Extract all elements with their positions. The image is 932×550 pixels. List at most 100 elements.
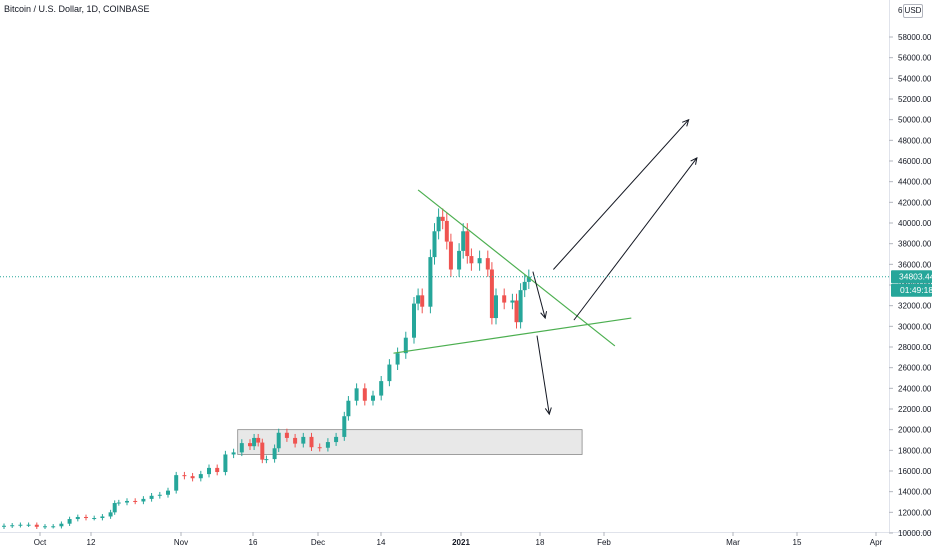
price-tick-label: 10000.00 [898,529,932,538]
price-tick-label: 24000.00 [898,384,932,393]
candle [108,509,113,519]
time-tick-label: Feb [597,538,611,547]
time-tick-label: 16 [249,538,258,547]
candle [272,444,277,463]
price-tick-label: 36000.00 [898,260,932,269]
candle [416,288,421,311]
candle [325,438,330,452]
candle [436,208,441,240]
candle [2,523,6,529]
candle [141,496,146,505]
price-tick-label: 28000.00 [898,343,932,352]
candle [502,288,507,310]
price-tick-label: 54000.00 [898,74,932,83]
candle [59,521,64,529]
candle [457,243,462,277]
time-tick-label: 2021 [452,538,470,547]
trendline-lower [393,317,632,354]
price-tick-label: 48000.00 [898,136,932,145]
time-tick-label: 18 [536,538,545,547]
candle [387,359,392,387]
candle [133,498,138,505]
projection-arrows [532,118,698,416]
candle [18,522,23,528]
trendlines [393,189,632,354]
candle [444,212,449,250]
candle [362,383,367,406]
candle [100,514,105,521]
price-tick-label: 32000.00 [898,302,932,311]
candle [465,223,470,264]
price-tick-label: 26000.00 [898,364,932,373]
candle [485,250,490,277]
price-tick-label: 14000.00 [898,488,932,497]
candle [84,514,88,521]
candle [342,411,347,441]
candle [10,523,15,528]
candle [334,432,339,446]
projection-arrow [573,156,698,321]
price-tick-label: 56000.00 [898,54,932,63]
candle [461,223,466,259]
candle [379,375,384,401]
time-tick-label: 14 [377,538,386,547]
price-tick-label: 6 [898,6,903,15]
candle [526,269,531,289]
candle [166,487,170,498]
price-tick-label: 40000.00 [898,219,932,228]
candle [395,347,400,371]
candle [489,262,494,325]
candle [34,522,39,529]
time-tick-label: Oct [34,538,47,547]
countdown-value: 01:49:18 [900,285,932,295]
candle [514,293,519,329]
projection-arrow [536,335,552,416]
price-tick-label: 44000.00 [898,178,932,187]
candle [440,208,445,230]
time-tick-label: Mar [726,538,740,547]
candle [207,464,211,478]
candle [293,433,298,448]
candle [215,464,220,476]
candle [190,472,195,482]
candle [494,288,498,325]
price-tick-label: 58000.00 [898,33,932,42]
price-tick-label: 30000.00 [898,322,932,331]
candle [448,233,453,277]
time-axis: Oct 12 Nov 16 Dec 14 2021 18 Feb Mar 15 Apr [34,532,883,547]
candle [301,432,306,448]
candle [256,433,261,447]
trendline-upper [417,189,616,347]
candle [223,450,228,476]
candle [284,428,289,442]
time-tick-label: 12 [87,538,96,547]
price-tick-label: 38000.00 [898,240,932,249]
candle [92,515,97,521]
price-tick-label: 20000.00 [898,426,932,435]
candle [174,471,179,494]
candle [43,524,47,529]
candle [26,522,31,527]
time-tick-label: Nov [174,538,188,547]
candle [198,470,203,482]
candle [112,500,117,515]
candle [239,439,244,457]
candle [428,249,433,314]
candle [412,296,416,344]
projection-arrow [532,271,548,320]
currency-button[interactable]: USD [903,4,923,18]
time-tick-label: Apr [870,538,883,547]
candle [510,293,515,310]
candle [432,223,437,265]
candle [477,250,482,271]
price-tick-label: 42000.00 [898,198,932,207]
support-zone [237,429,583,455]
candle [260,438,265,464]
candle [371,390,375,406]
candle [252,433,257,451]
candle [469,248,474,271]
candle [231,448,236,459]
price-tick-label: 22000.00 [898,405,932,414]
candle [522,274,527,298]
